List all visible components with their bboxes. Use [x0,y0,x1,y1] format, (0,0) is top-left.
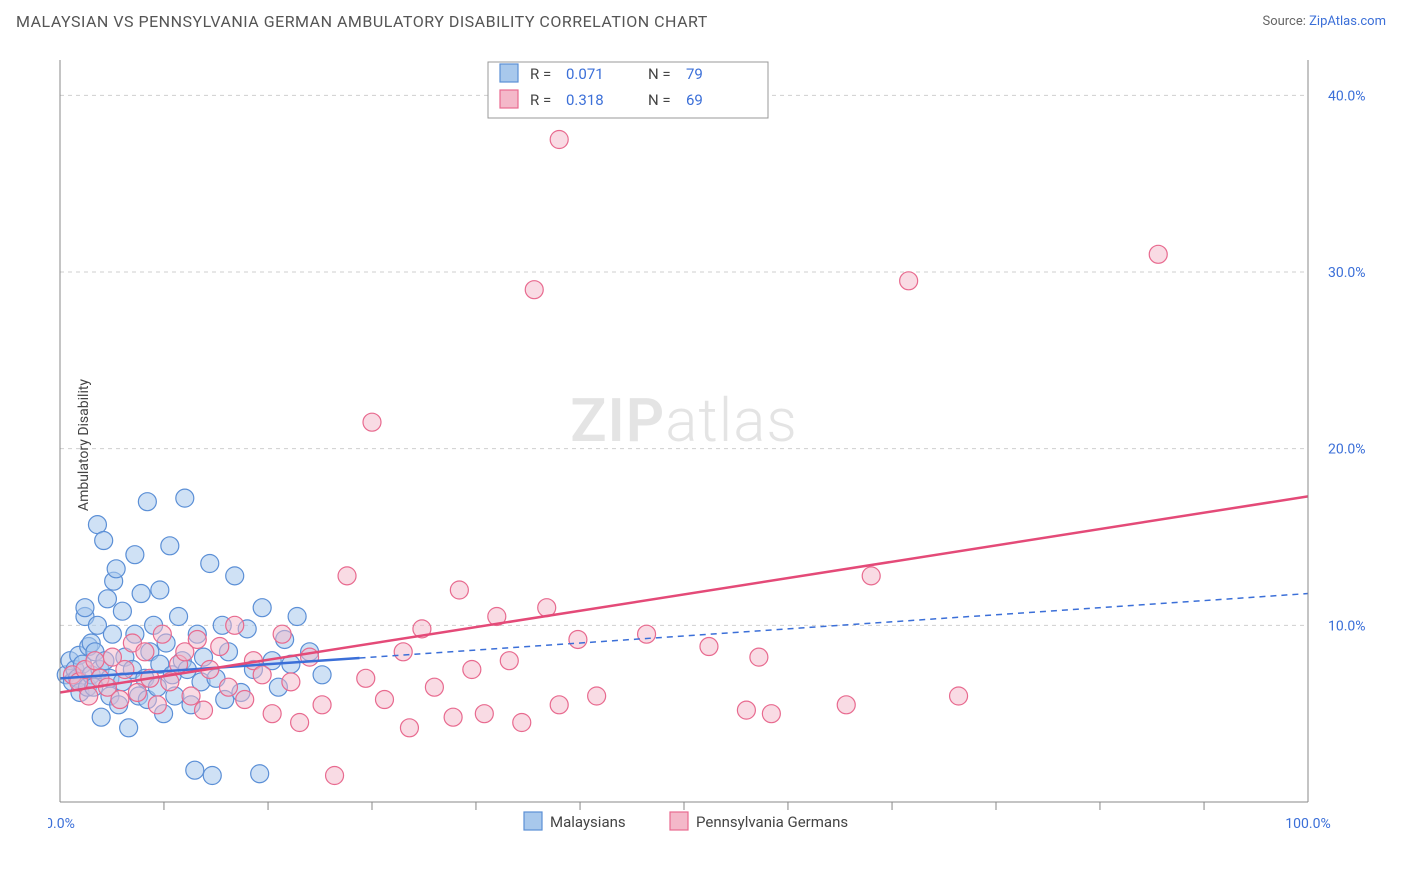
svg-text:R =: R = [530,65,551,83]
y-axis-label: Ambulatory Disability [76,379,92,511]
svg-text:0.071: 0.071 [566,65,604,83]
svg-text:Malaysians: Malaysians [550,813,626,831]
svg-text:R =: R = [530,91,551,109]
source-label: Source: [1262,14,1309,29]
svg-text:20.0%: 20.0% [1328,442,1366,458]
svg-text:Pennsylvania Germans: Pennsylvania Germans [696,813,848,831]
svg-text:69: 69 [686,91,703,109]
svg-text:ZIPatlas: ZIPatlas [570,385,798,456]
svg-text:0.0%: 0.0% [48,816,75,832]
svg-text:N =: N = [648,65,671,83]
chart-title: MALAYSIAN VS PENNSYLVANIA GERMAN AMBULAT… [16,12,708,31]
svg-text:100.0%: 100.0% [1285,816,1330,832]
source-link[interactable]: ZipAtlas.com [1309,14,1386,29]
svg-text:79: 79 [686,65,703,83]
source-citation: Source: ZipAtlas.com [1262,14,1386,29]
svg-text:30.0%: 30.0% [1328,265,1366,281]
svg-text:10.0%: 10.0% [1328,618,1366,634]
svg-text:N =: N = [648,91,671,109]
scatter-chart: 10.0% 20.0% 30.0% 40.0% ZIPatlas 0.0% 100.0% R … [48,50,1388,840]
svg-text:40.0%: 40.0% [1328,88,1366,104]
svg-text:0.318: 0.318 [566,91,604,109]
chart-container: Ambulatory Disability 10.0% 20.0% 30.0% 40.… [48,50,1388,840]
